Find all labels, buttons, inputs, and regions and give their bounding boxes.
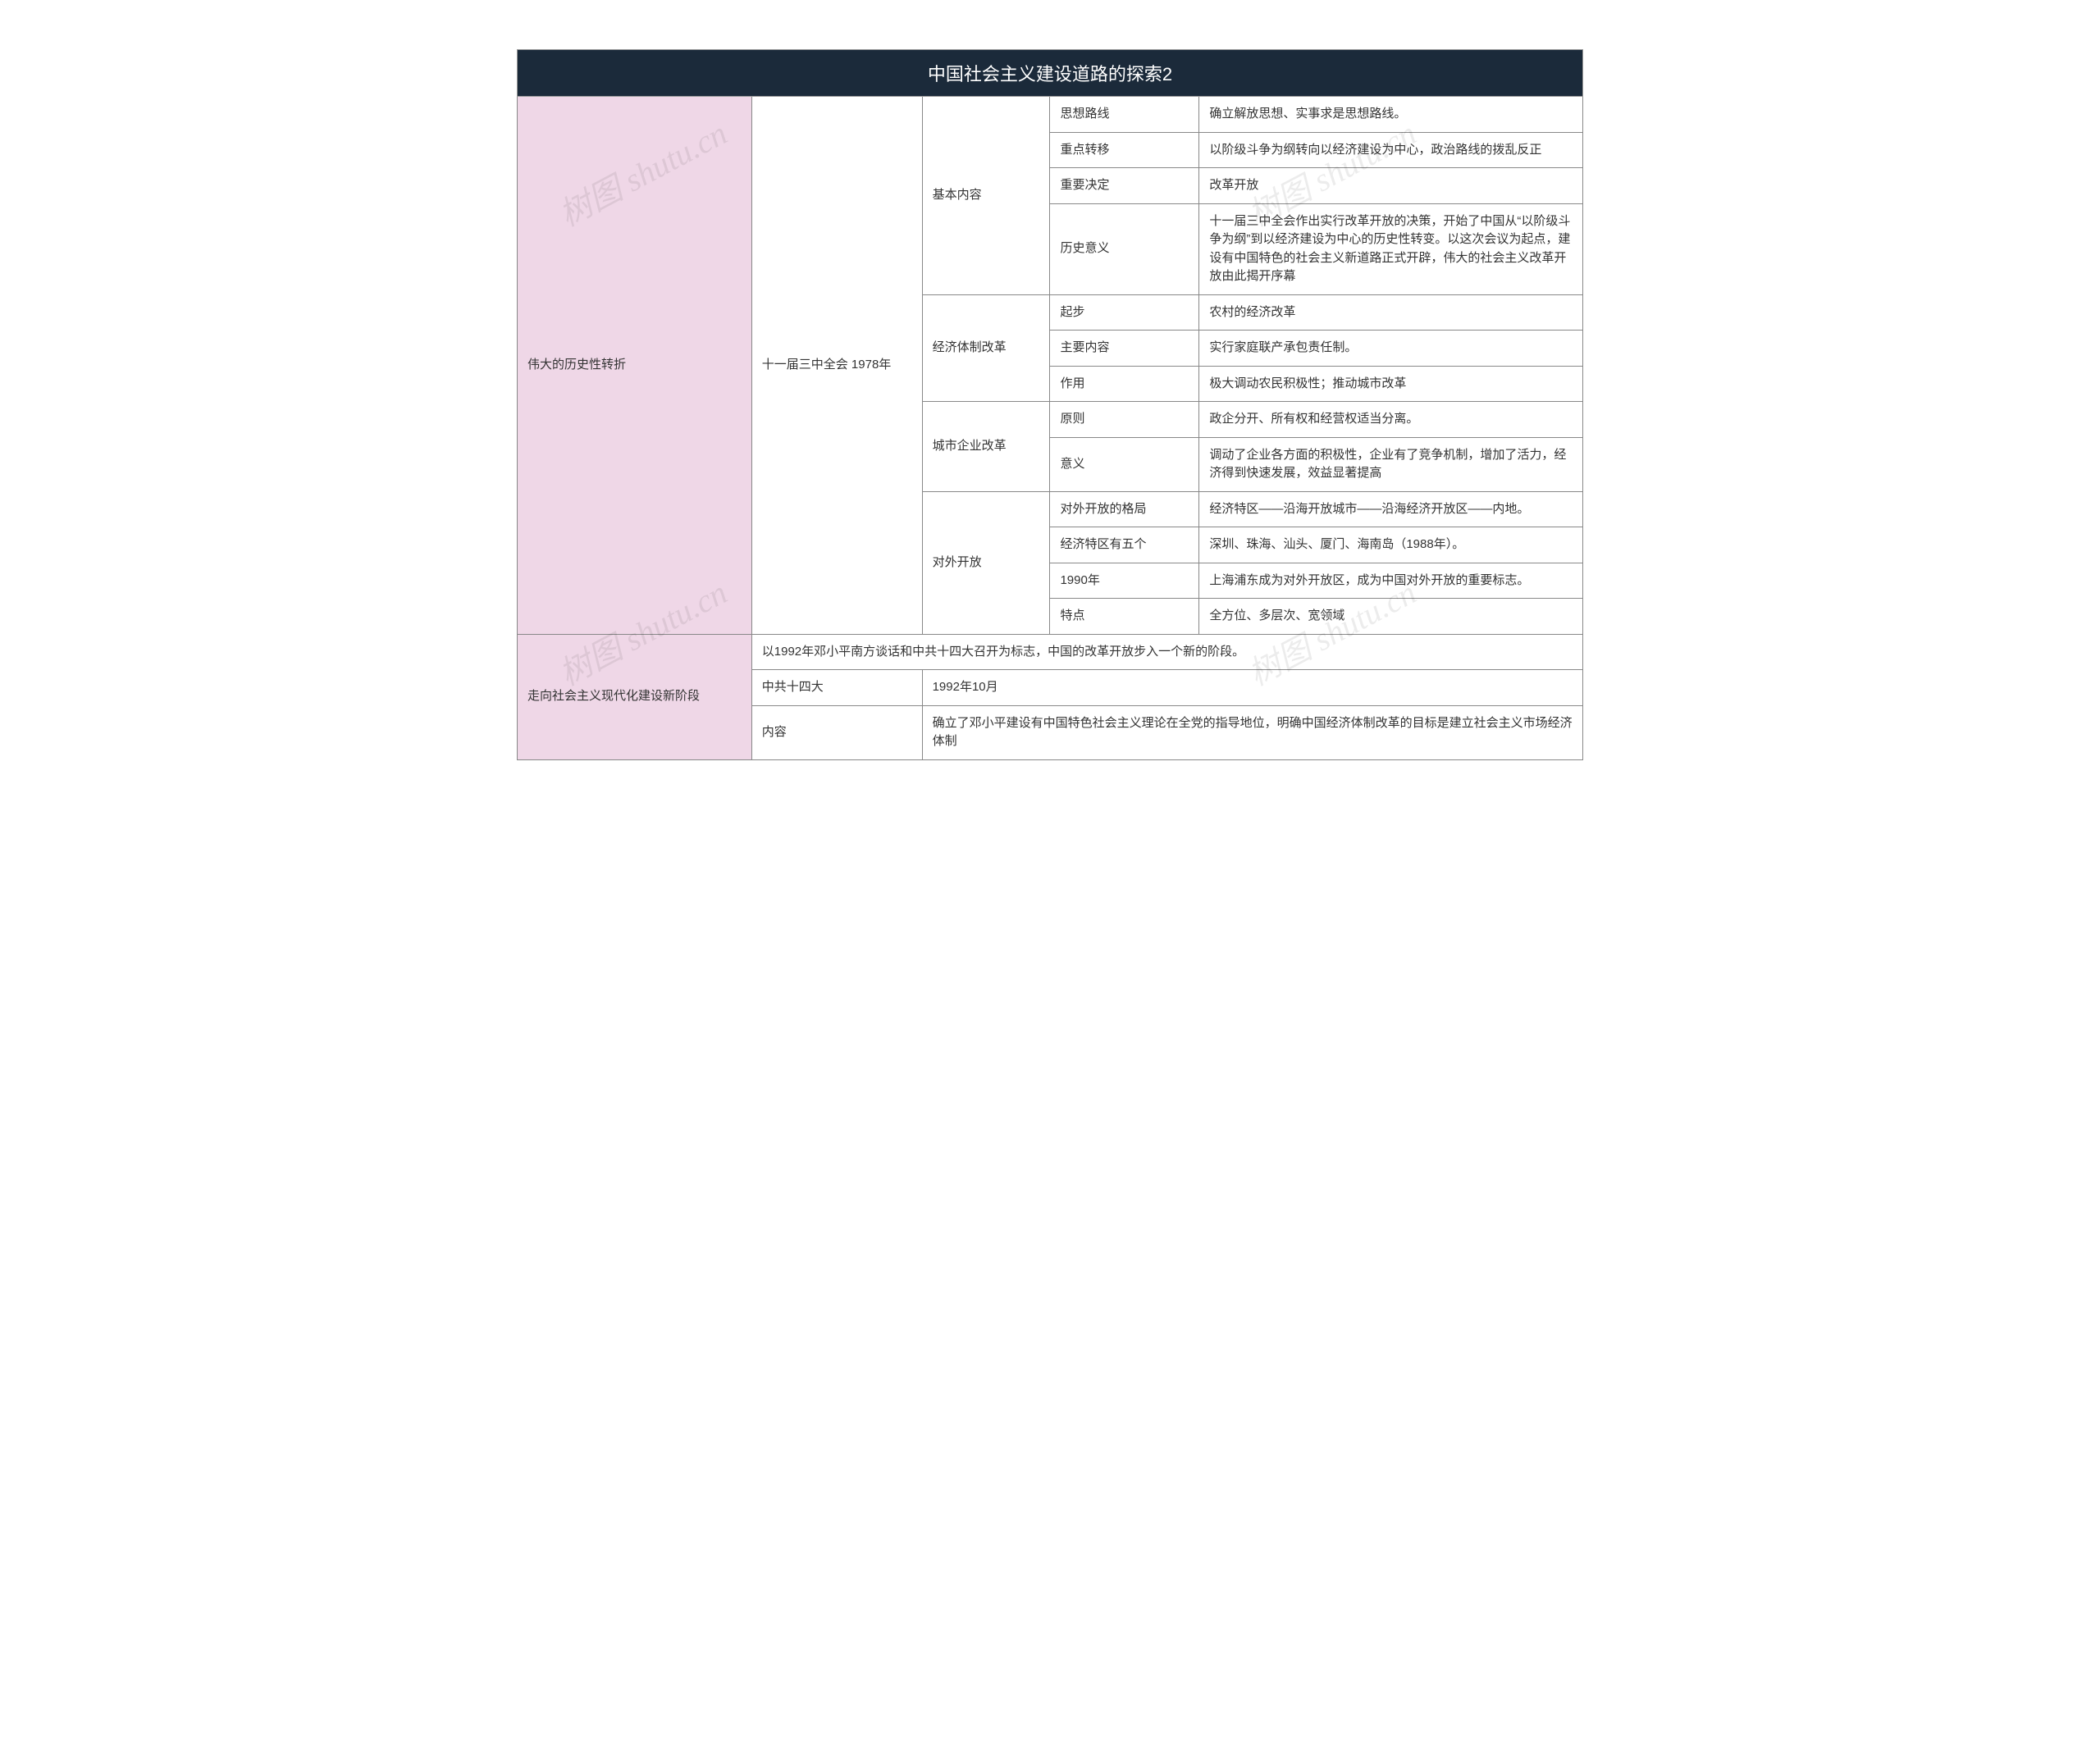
cell-val: 调动了企业各方面的积极性，企业有了竞争机制，增加了活力，经济得到快速发展，效益显… [1199,437,1583,491]
cell-key: 重点转移 [1050,132,1199,168]
cell-val: 上海浦东成为对外开放区，成为中国对外开放的重要标志。 [1199,563,1583,599]
group-econ-reform: 经济体制改革 [922,294,1050,402]
cell-key: 意义 [1050,437,1199,491]
hierarchical-table: 中国社会主义建设道路的探索2 伟大的历史性转折 十一届三中全会 1978年 基本… [517,49,1583,760]
cell-val: 全方位、多层次、宽领域 [1199,599,1583,635]
table-container: 树图 shutu.cn 树图 shutu.cn 树图 shutu.cn 树图 s… [517,49,1583,760]
cell-key: 内容 [751,705,922,759]
cell-key: 思想路线 [1050,97,1199,133]
cell-val: 农村的经济改革 [1199,294,1583,331]
cell-val: 十一届三中全会作出实行改革开放的决策，开始了中国从“以阶级斗争为纲”到以经济建设… [1199,203,1583,294]
cell-val: 政企分开、所有权和经营权适当分离。 [1199,402,1583,438]
cell-key: 特点 [1050,599,1199,635]
section1-sublabel: 十一届三中全会 1978年 [751,97,922,635]
table-title: 中国社会主义建设道路的探索2 [518,50,1583,97]
group-city-reform: 城市企业改革 [922,402,1050,492]
cell-val: 改革开放 [1199,168,1583,204]
group-basic-content: 基本内容 [922,97,1050,295]
cell-key: 作用 [1050,366,1199,402]
section2-label: 走向社会主义现代化建设新阶段 [518,634,752,759]
cell-key: 中共十四大 [751,670,922,706]
cell-val: 确立解放思想、实事求是思想路线。 [1199,97,1583,133]
cell-key: 起步 [1050,294,1199,331]
cell-val: 1992年10月 [922,670,1582,706]
cell-val: 以1992年邓小平南方谈话和中共十四大召开为标志，中国的改革开放步入一个新的阶段… [751,634,1582,670]
cell-key: 重要决定 [1050,168,1199,204]
cell-key: 历史意义 [1050,203,1199,294]
cell-key: 主要内容 [1050,331,1199,367]
cell-val: 以阶级斗争为纲转向以经济建设为中心，政治路线的拨乱反正 [1199,132,1583,168]
section1-label: 伟大的历史性转折 [518,97,752,635]
cell-val: 深圳、珠海、汕头、厦门、海南岛（1988年）。 [1199,527,1583,563]
cell-key: 经济特区有五个 [1050,527,1199,563]
cell-key: 原则 [1050,402,1199,438]
cell-val: 经济特区——沿海开放城市——沿海经济开放区——内地。 [1199,491,1583,527]
cell-key: 对外开放的格局 [1050,491,1199,527]
cell-val: 确立了邓小平建设有中国特色社会主义理论在全党的指导地位，明确中国经济体制改革的目… [922,705,1582,759]
cell-val: 极大调动农民积极性；推动城市改革 [1199,366,1583,402]
cell-key: 1990年 [1050,563,1199,599]
cell-val: 实行家庭联产承包责任制。 [1199,331,1583,367]
group-open-up: 对外开放 [922,491,1050,634]
